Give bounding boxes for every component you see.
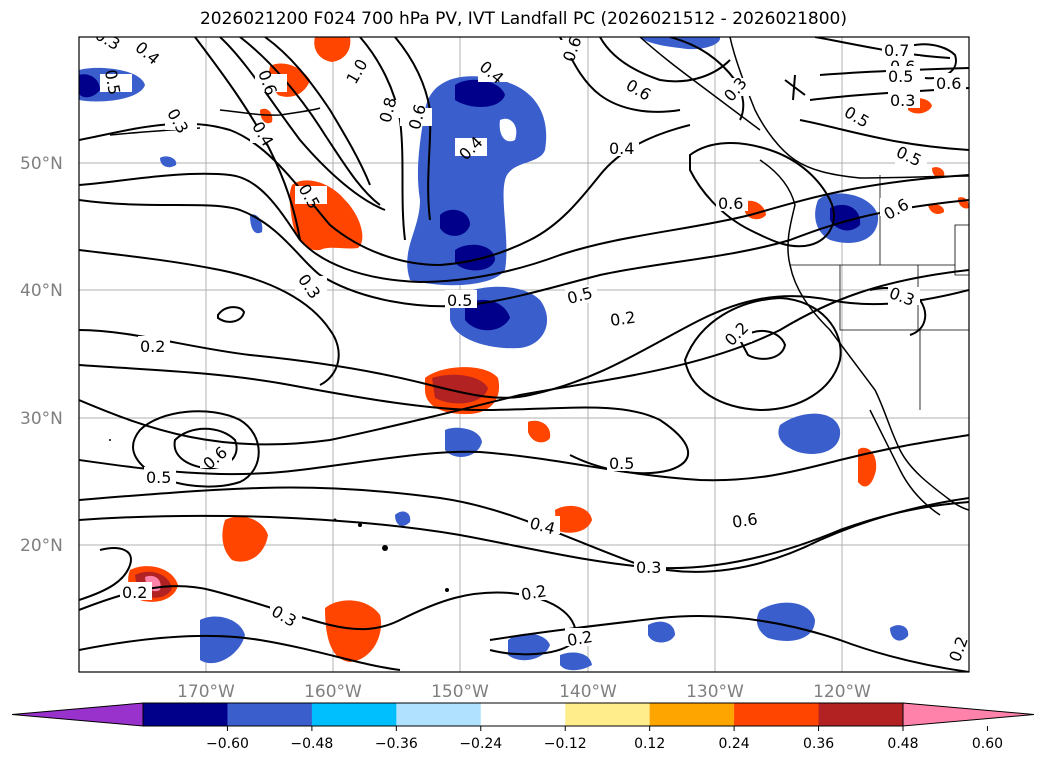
map-title: 2026021200 F024 700 hPa PV, IVT Landfall… — [199, 9, 847, 29]
lon-label: 120°W — [813, 682, 871, 702]
contour-label: 0.2 — [566, 627, 594, 650]
contour-label: 0.7 — [884, 41, 909, 60]
positive-pv-areas — [128, 37, 969, 662]
colorbar-segment — [649, 703, 735, 726]
colorbar-segment — [143, 703, 228, 726]
contour-label: 0.5 — [146, 468, 171, 487]
colorbar-tick-label: 0.48 — [887, 736, 918, 752]
colorbar-tick-label: 0.24 — [719, 736, 750, 752]
contour-label: 0.3 — [890, 91, 915, 110]
colorbar-segment — [734, 703, 820, 726]
islands — [109, 439, 449, 592]
lat-label: 50°N — [20, 154, 63, 174]
contour-label: 0.3 — [636, 558, 661, 577]
lon-label: 160°W — [304, 682, 362, 702]
colorbar-tick-label: −0.36 — [375, 736, 418, 752]
contour-label: 0.5 — [609, 454, 634, 473]
contour-label: 0.2 — [945, 634, 972, 664]
colorbar-segment — [480, 703, 566, 726]
lon-label: 140°W — [559, 682, 617, 702]
colorbar-tick-label: 0.12 — [634, 736, 665, 752]
colorbar-tick-label: −0.24 — [459, 736, 502, 752]
colorbar-border — [142, 702, 904, 727]
state-borders — [790, 175, 969, 410]
colorbar-extend-low — [11, 702, 144, 727]
contour-label: 0.2 — [122, 583, 147, 602]
barb-marker — [784, 74, 806, 101]
contour-label: 0.6 — [731, 509, 759, 531]
contour-label: 0.2 — [140, 337, 165, 356]
colorbar-segment — [311, 703, 397, 726]
ivt-contours — [79, 37, 969, 672]
contour-labels: 0.2 0.5 0.2 0.6 0.3 0.3 0.5 0.5 0.5 0.2 … — [92, 37, 972, 664]
map-content: 0.2 0.5 0.2 0.6 0.3 0.3 0.5 0.5 0.5 0.2 … — [79, 37, 972, 672]
colorbar: −0.60 −0.48 −0.36 −0.24 −0.12 0.12 0.24 0.36 0.4… — [11, 702, 1035, 752]
colorbar-tick-label: 0.36 — [803, 736, 834, 752]
lon-label: 150°W — [431, 682, 489, 702]
colorbar-tick-label: −0.48 — [290, 736, 333, 752]
colorbar-segment — [227, 703, 313, 726]
colorbar-tick-label: 0.60 — [972, 736, 1003, 752]
lon-label: 130°W — [686, 682, 744, 702]
colorbar-segment — [396, 703, 482, 726]
contour-label: 0.2 — [520, 581, 548, 604]
contour-label: 0.6 — [936, 74, 961, 93]
colorbar-tick-label: −0.12 — [544, 736, 587, 752]
lat-label: 30°N — [20, 409, 63, 429]
contour-label: 0.6 — [718, 194, 743, 213]
lat-label: 20°N — [20, 536, 63, 556]
contour-label: 0.4 — [609, 139, 634, 158]
lat-label: 40°N — [20, 281, 63, 301]
lon-label: 170°W — [177, 682, 235, 702]
contour-label: 0.2 — [609, 308, 637, 330]
colorbar-segment — [565, 703, 651, 726]
contour-label: 0.5 — [888, 67, 913, 86]
contour-label: 0.5 — [447, 291, 472, 310]
colorbar-segment — [818, 703, 904, 726]
contour-label: 0.5 — [101, 68, 124, 96]
colorbar-extend-high — [902, 702, 1035, 727]
map-frame — [78, 36, 970, 673]
colorbar-tick-label: −0.60 — [206, 736, 249, 752]
